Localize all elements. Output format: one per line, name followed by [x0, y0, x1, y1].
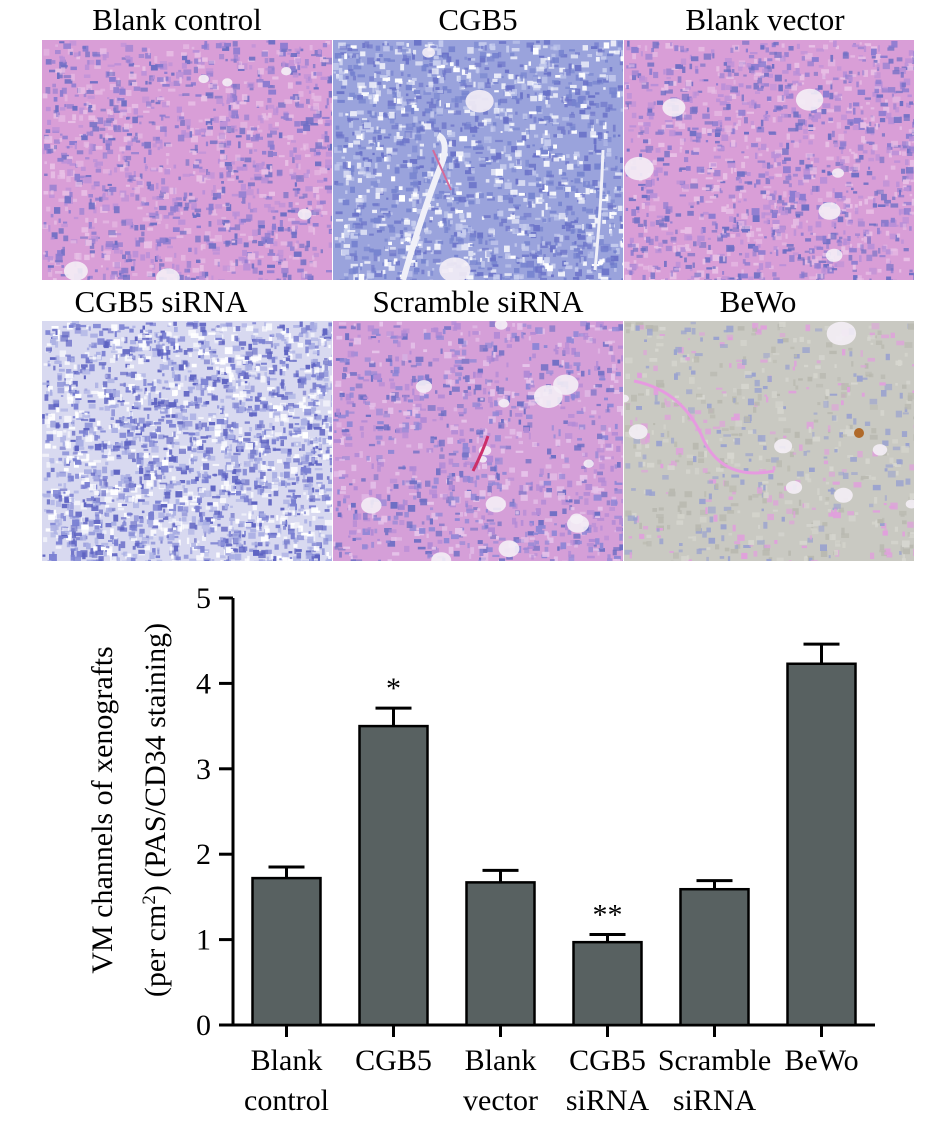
chart-axes: 0 1 2 3 4 5 [196, 582, 875, 1042]
micrograph-blank-control [42, 40, 332, 280]
bar [572, 940, 643, 1027]
x-tick-label: siRNA [566, 1084, 650, 1117]
x-tick-label: CGB5 [569, 1044, 646, 1077]
micrograph-scramble-sirna [333, 321, 623, 561]
bar [786, 662, 857, 1027]
bar-series: *** [251, 642, 857, 1027]
x-tick-label: vector [463, 1084, 538, 1117]
x-tick-label: Scramble [658, 1044, 771, 1077]
bar [251, 876, 322, 1027]
y-axis-label-line2: (per cm2) (PAS/CD34 staining) [139, 623, 172, 997]
y-tick-label: 0 [196, 1009, 211, 1042]
significance-marker: * [386, 672, 401, 705]
x-tick-label: siRNA [673, 1084, 757, 1117]
y-tick-label: 2 [196, 838, 211, 871]
y-tick-label: 1 [196, 924, 211, 957]
panel-label-scramble-sirna: Scramble siRNA [372, 284, 584, 319]
x-tick-label: CGB5 [355, 1044, 432, 1077]
panel-label-cgb5: CGB5 [438, 2, 518, 37]
y-tick-label: 4 [196, 667, 211, 700]
bar [679, 887, 750, 1027]
x-tick-label: control [244, 1084, 329, 1117]
panel-label-cgb5-sirna: CGB5 siRNA [74, 284, 248, 319]
micrograph-cgb5-sirna [42, 321, 332, 561]
vm-channels-bar-chart: VM channels of xenografts (per cm2) (PAS/… [86, 582, 875, 1117]
y-tick-label: 3 [196, 753, 211, 786]
bar [358, 724, 429, 1027]
panel-label-blank-vector: Blank vector [685, 2, 845, 37]
y-axis-label-line1: VM channels of xenografts [86, 646, 119, 973]
y-axis-label: VM channels of xenografts (per cm2) (PAS/… [86, 623, 172, 997]
micrograph-blank-vector [624, 40, 914, 280]
x-tick-label: BeWo [784, 1044, 858, 1077]
bar [465, 881, 536, 1027]
significance-marker: ** [593, 898, 623, 931]
micrograph-cgb5 [333, 40, 623, 280]
y-tick-label: 5 [196, 582, 211, 615]
panel-label-bewo: BeWo [719, 284, 797, 319]
x-tick-label: Blank [251, 1044, 323, 1077]
x-tick-label: Blank [465, 1044, 537, 1077]
micrograph-bewo [624, 321, 914, 561]
panel-label-blank-control: Blank control [92, 2, 262, 37]
